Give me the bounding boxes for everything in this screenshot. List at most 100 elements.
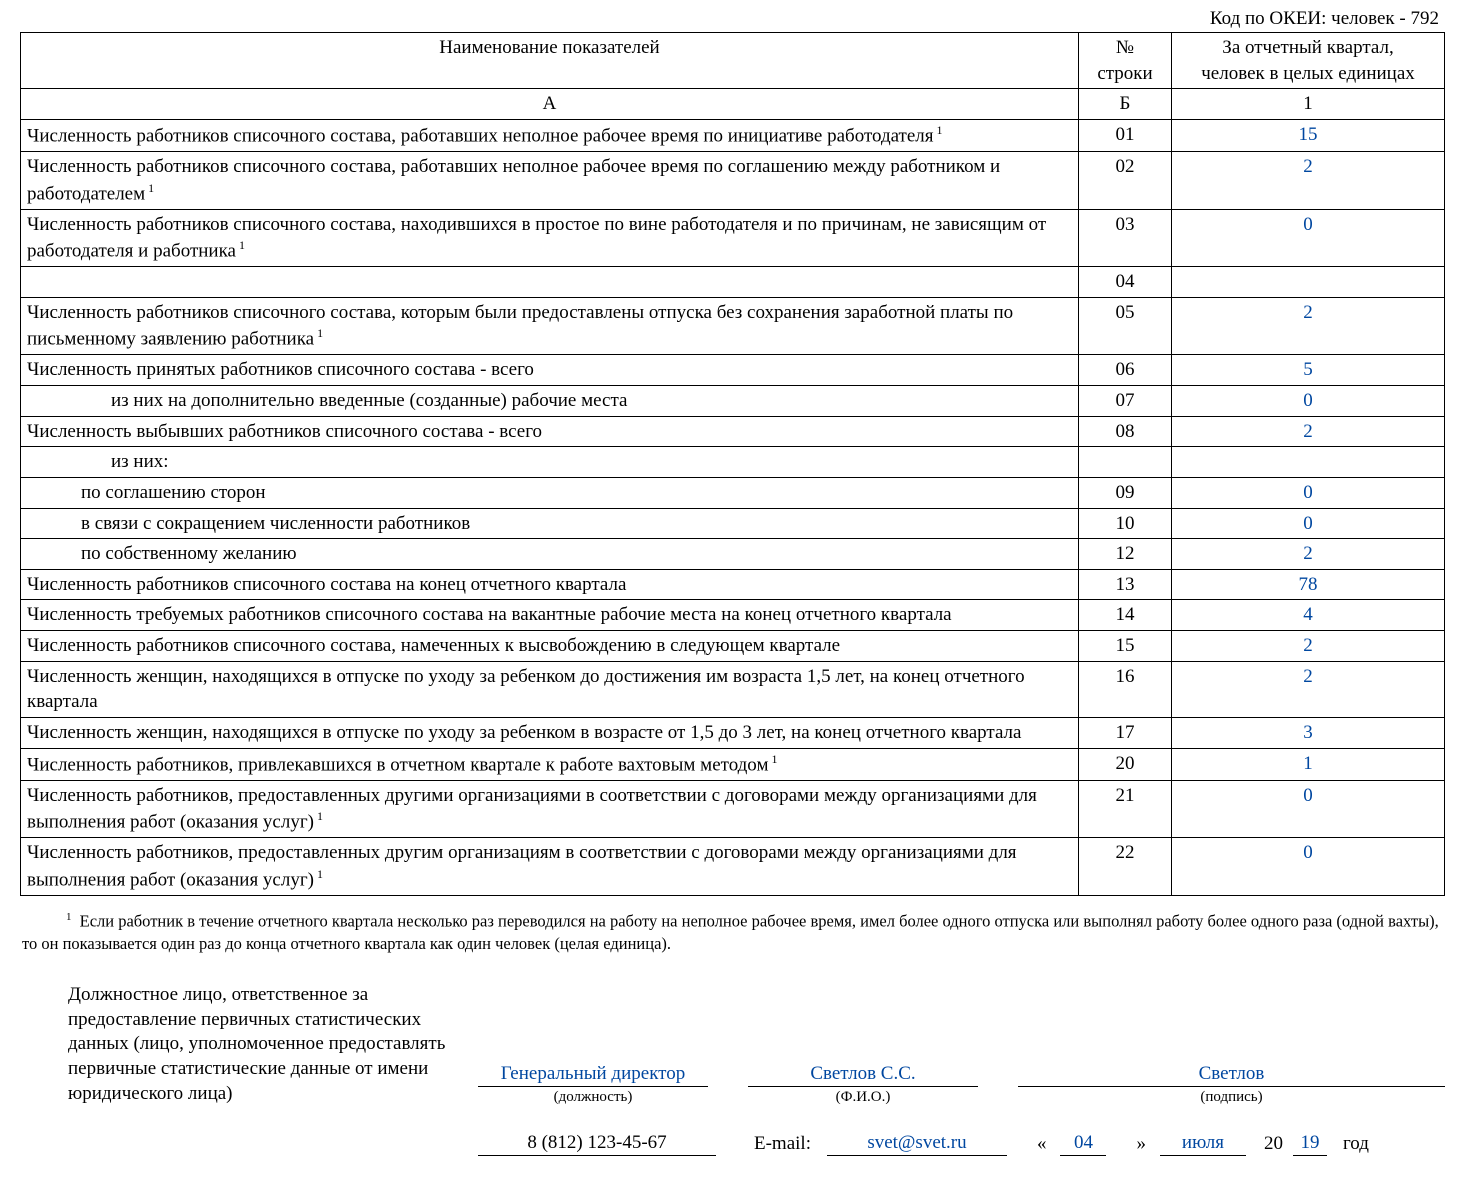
cell-indicator-name: Численность работников списочного состав…: [21, 631, 1079, 662]
cell-indicator-name: Численность работников списочного состав…: [21, 297, 1079, 355]
cell-value: 3: [1172, 718, 1445, 749]
footnote-ref: 1: [314, 809, 323, 823]
cell-indicator-name: Численность работников, привлекавшихся в…: [21, 748, 1079, 780]
cell-row-number: 14: [1079, 600, 1172, 631]
cell-value: 4: [1172, 600, 1445, 631]
footnote-ref: 1: [314, 867, 323, 881]
year-prefix: 20: [1256, 1133, 1283, 1156]
cell-row-number: 21: [1079, 780, 1172, 838]
indicator-label: Численность работников списочного состав…: [27, 156, 1000, 204]
table-row: в связи с сокращением численности работн…: [21, 508, 1445, 539]
cell-value: 1: [1172, 748, 1445, 780]
cell-value: [1172, 267, 1445, 298]
cell-row-number: 20: [1079, 748, 1172, 780]
table-row: Численность работников списочного состав…: [21, 569, 1445, 600]
cell-indicator-name: в связи с сокращением численности работн…: [21, 508, 1079, 539]
date-day: 04: [1060, 1132, 1106, 1156]
indicator-label: Численность женщин, находящихся в отпуск…: [27, 666, 1025, 713]
header-col-c-l1: За отчетный квартал,: [1222, 37, 1393, 58]
sign-caption: (подпись): [1018, 1089, 1445, 1106]
value-text: 0: [1303, 513, 1313, 534]
footnote: 1 Если работник в течение отчетного квар…: [22, 910, 1443, 955]
position-col: Генеральный директор (должность): [478, 1063, 708, 1106]
table-row: Численность работников списочного состав…: [21, 119, 1445, 151]
value-text: 78: [1299, 574, 1318, 595]
footnote-ref: 1: [236, 238, 245, 252]
footnote-ref-num: 1: [148, 181, 154, 195]
indicator-label: Численность работников списочного состав…: [27, 125, 934, 146]
indicator-label: Численность работников списочного состав…: [27, 214, 1046, 262]
cell-row-number: 15: [1079, 631, 1172, 662]
indicator-label: Численность работников, привлекавшихся в…: [27, 754, 768, 775]
value-text: 0: [1303, 214, 1313, 235]
indicator-label: из них на дополнительно введенные (созда…: [111, 390, 627, 411]
table-row: Численность выбывших работников списочно…: [21, 416, 1445, 447]
cell-row-number: 03: [1079, 209, 1172, 267]
indicator-label: Численность принятых работников списочно…: [27, 359, 534, 380]
subheader-a: А: [21, 89, 1079, 120]
position-value: Генеральный директор: [478, 1063, 708, 1087]
value-text: 4: [1303, 604, 1313, 625]
indicator-label: Численность работников списочного состав…: [27, 302, 1013, 350]
table-row: Численность женщин, находящихся в отпуск…: [21, 718, 1445, 749]
cell-indicator-name: Численность работников, предоставленных …: [21, 780, 1079, 838]
cell-value: 78: [1172, 569, 1445, 600]
value-text: 1: [1303, 753, 1313, 774]
value-text: 2: [1303, 302, 1313, 323]
table-row: из них на дополнительно введенные (созда…: [21, 386, 1445, 417]
indicator-label: Численность требуемых работников списочн…: [27, 604, 952, 625]
year-suffix: 19: [1293, 1132, 1327, 1156]
cell-row-number: 06: [1079, 355, 1172, 386]
cell-indicator-name: Численность женщин, находящихся в отпуск…: [21, 661, 1079, 717]
table-row: Численность требуемых работников списочн…: [21, 600, 1445, 631]
value-text: 0: [1303, 785, 1313, 806]
value-text: 2: [1303, 156, 1313, 177]
cell-value: 2: [1172, 539, 1445, 570]
table-row: Численность работников, предоставленных …: [21, 838, 1445, 896]
indicator-label: из них:: [111, 451, 169, 472]
indicator-label: Численность выбывших работников списочно…: [27, 421, 542, 442]
table-row: по соглашению сторон090: [21, 477, 1445, 508]
cell-value: 2: [1172, 416, 1445, 447]
table-row: 04: [21, 267, 1445, 298]
cell-row-number: 16: [1079, 661, 1172, 717]
table-row: Численность работников, предоставленных …: [21, 780, 1445, 838]
header-col-b: № строки: [1079, 33, 1172, 89]
year-word: год: [1337, 1133, 1369, 1156]
footnote-ref-num: 1: [771, 752, 777, 766]
cell-indicator-name: по соглашению сторон: [21, 477, 1079, 508]
cell-row-number: 01: [1079, 119, 1172, 151]
fio-caption: (Ф.И.О.): [748, 1089, 978, 1106]
cell-value: 0: [1172, 477, 1445, 508]
cell-row-number: 17: [1079, 718, 1172, 749]
cell-indicator-name: Численность выбывших работников списочно…: [21, 416, 1079, 447]
indicator-label: по собственному желанию: [81, 543, 297, 564]
signature-block: Должностное лицо, ответственное за предо…: [20, 983, 1445, 1156]
indicator-label: Численность работников, предоставленных …: [27, 842, 1017, 890]
cell-indicator-name: Численность работников списочного состав…: [21, 209, 1079, 267]
email-label: E-mail:: [726, 1133, 817, 1156]
fio-col: Светлов С.С. (Ф.И.О.): [748, 1063, 978, 1106]
footnote-ref-num: 1: [239, 238, 245, 252]
value-text: 0: [1303, 842, 1313, 863]
value-text: 5: [1303, 359, 1313, 380]
document-page: Код по ОКЕИ: человек - 792 Наименование …: [0, 0, 1465, 1186]
cell-row-number: 22: [1079, 838, 1172, 896]
cell-indicator-name: Численность работников списочного состав…: [21, 119, 1079, 151]
responsible-label: Должностное лицо, ответственное за предо…: [20, 983, 478, 1106]
table-row: Численность работников, привлекавшихся в…: [21, 748, 1445, 780]
cell-indicator-name: Численность работников списочного состав…: [21, 151, 1079, 209]
quote-open: «: [1017, 1133, 1051, 1156]
value-text: 2: [1303, 666, 1313, 687]
table-header-row-1: Наименование показателей № строки За отч…: [21, 33, 1445, 89]
cell-indicator-name: Численность женщин, находящихся в отпуск…: [21, 718, 1079, 749]
cell-value: 2: [1172, 661, 1445, 717]
cell-row-number: 02: [1079, 151, 1172, 209]
header-col-c-l2: человек в целых единицах: [1201, 63, 1415, 84]
header-col-a: Наименование показателей: [21, 33, 1079, 89]
cell-indicator-name: [21, 267, 1079, 298]
position-caption: (должность): [478, 1089, 708, 1106]
value-text: 0: [1303, 482, 1313, 503]
header-col-b-l1: №: [1116, 37, 1134, 58]
cell-indicator-name: Численность работников списочного состав…: [21, 569, 1079, 600]
